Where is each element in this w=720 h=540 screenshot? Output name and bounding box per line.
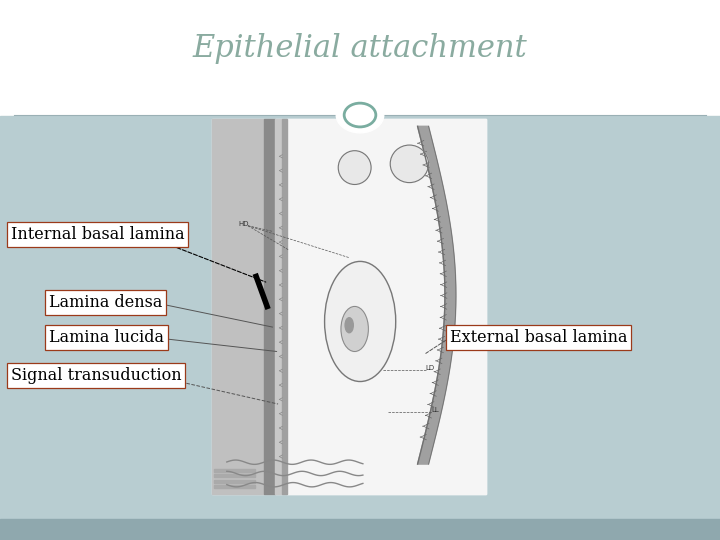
Bar — [264, 119, 275, 494]
Bar — [214, 469, 255, 471]
Text: LL: LL — [431, 407, 439, 413]
Text: Lamina densa: Lamina densa — [49, 294, 162, 311]
Text: HD: HD — [238, 221, 249, 227]
Circle shape — [336, 97, 384, 133]
Ellipse shape — [390, 145, 428, 183]
Bar — [0, 519, 720, 540]
Bar — [287, 119, 486, 494]
Bar — [0, 0, 720, 116]
Text: LD: LD — [426, 365, 435, 372]
Text: Signal transuduction: Signal transuduction — [11, 367, 181, 384]
Text: Epithelial attachment: Epithelial attachment — [193, 33, 527, 64]
Bar — [212, 119, 264, 494]
Ellipse shape — [345, 318, 354, 333]
Bar — [282, 119, 287, 494]
Text: Internal basal lamina: Internal basal lamina — [11, 226, 184, 244]
Bar — [0, 116, 720, 540]
Ellipse shape — [341, 307, 369, 352]
Ellipse shape — [338, 151, 371, 185]
Bar — [212, 119, 486, 494]
Ellipse shape — [325, 261, 396, 381]
Bar — [275, 119, 282, 494]
Text: External basal lamina: External basal lamina — [450, 329, 628, 346]
Bar — [214, 485, 255, 489]
Bar — [214, 474, 255, 477]
Polygon shape — [418, 126, 456, 464]
Text: Lamina lucida: Lamina lucida — [49, 329, 164, 346]
Bar — [214, 480, 255, 483]
